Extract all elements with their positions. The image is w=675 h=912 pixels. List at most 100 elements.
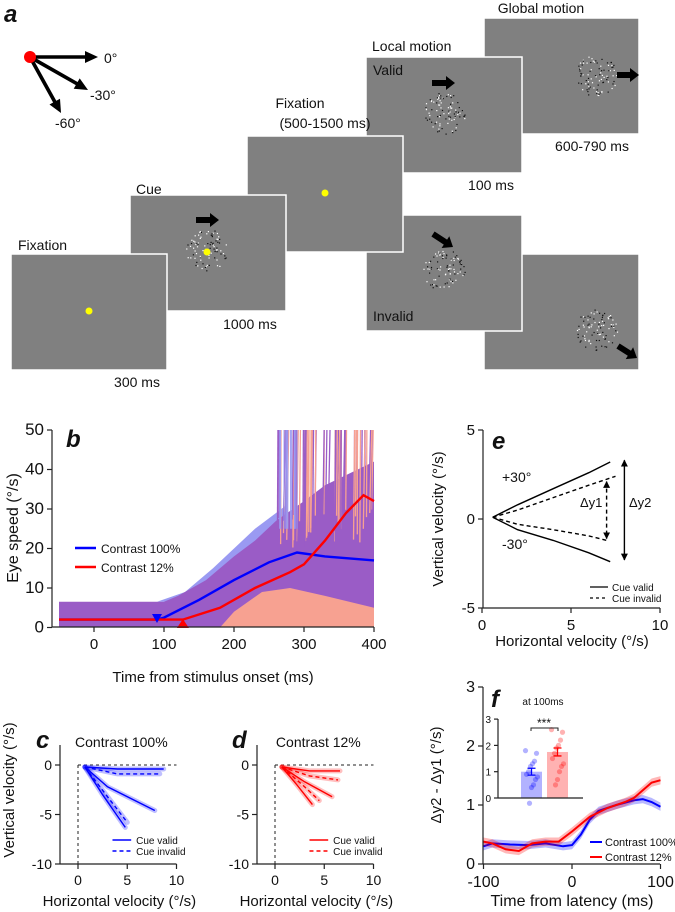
dot <box>216 248 218 251</box>
y-tick-label: -5 <box>40 807 53 823</box>
sem-band <box>483 795 661 851</box>
dot <box>459 116 461 118</box>
significance-label: *** <box>537 716 551 730</box>
dot <box>603 322 605 324</box>
dot <box>452 132 454 134</box>
dot <box>436 97 439 99</box>
dot <box>590 61 592 64</box>
dot <box>459 261 461 263</box>
dot <box>453 259 455 262</box>
random-dot-pattern <box>578 56 618 97</box>
trial-trace <box>336 430 340 527</box>
dot <box>585 83 587 85</box>
y-tick-label: -10 <box>32 856 52 872</box>
dot <box>454 256 456 258</box>
dot <box>459 112 461 114</box>
dot <box>615 323 617 325</box>
dot <box>585 346 587 348</box>
dot <box>449 106 451 108</box>
data-point <box>532 776 539 783</box>
data-point <box>523 771 530 777</box>
trial-trace <box>340 430 342 542</box>
local-motion-title: Local motion <box>372 38 451 54</box>
dot <box>427 266 429 268</box>
dot <box>446 282 448 284</box>
data-point <box>556 769 563 775</box>
dot <box>440 107 442 109</box>
dot <box>432 126 434 128</box>
dot <box>453 257 455 259</box>
dot <box>581 73 583 75</box>
trial-trace <box>362 430 366 529</box>
dot <box>453 95 455 97</box>
x-tick-label: 100 <box>151 636 176 653</box>
data-point <box>549 755 556 762</box>
trial-trace <box>359 430 362 543</box>
dot <box>214 257 216 259</box>
dot <box>613 80 615 83</box>
y-axis-label: Vertical velocity (°/s) <box>1 722 18 857</box>
y-tick-label: 10 <box>25 578 44 597</box>
dot <box>196 243 198 245</box>
dot <box>604 338 607 340</box>
dot <box>455 279 457 281</box>
motion-arrow-icon <box>431 231 453 248</box>
dot <box>195 243 197 246</box>
trial-trace <box>302 430 305 538</box>
annotation-minus30: -30° <box>502 536 528 552</box>
dot <box>214 250 216 253</box>
dot <box>582 89 584 91</box>
trial-trace <box>298 430 302 522</box>
dot <box>607 317 609 319</box>
dot <box>425 108 427 110</box>
dot <box>197 243 199 245</box>
dot <box>610 317 612 319</box>
bar <box>547 751 568 798</box>
x-tick-label: 0 <box>568 874 577 891</box>
dot <box>602 336 604 338</box>
dot <box>588 326 590 328</box>
data-point <box>531 758 538 764</box>
dot <box>464 271 466 273</box>
dot <box>592 60 594 62</box>
dot <box>216 249 218 251</box>
cue-title: Cue <box>136 181 162 197</box>
dot <box>425 117 427 119</box>
dot <box>436 268 438 270</box>
dot <box>457 258 459 260</box>
dot <box>192 254 194 256</box>
error-bar <box>553 747 562 757</box>
dot <box>444 283 446 285</box>
dot <box>431 109 433 111</box>
legend-label: Contrast 100% <box>605 837 675 849</box>
dot <box>433 101 435 103</box>
dot <box>207 243 209 245</box>
dot <box>212 244 214 246</box>
dot <box>442 250 444 253</box>
dot <box>587 83 589 85</box>
dot <box>446 255 448 257</box>
y-tick-label: 0 <box>44 757 52 773</box>
dot <box>199 255 201 257</box>
dot <box>596 62 598 64</box>
dot <box>198 234 200 236</box>
dot <box>436 110 438 112</box>
dot <box>612 75 614 77</box>
dot <box>439 116 441 118</box>
trial-trace <box>276 430 279 530</box>
dot <box>593 313 595 315</box>
dot <box>429 118 431 120</box>
dot <box>583 335 586 337</box>
trials-band-all <box>59 461 374 628</box>
dot <box>598 326 600 328</box>
dot <box>217 241 219 243</box>
dot <box>224 255 226 257</box>
dot <box>194 250 196 252</box>
dot <box>190 242 193 245</box>
dot <box>602 314 604 316</box>
dot <box>580 72 582 75</box>
dot <box>196 261 198 263</box>
dot <box>586 62 588 64</box>
dot <box>586 331 588 333</box>
trace-solid <box>84 766 126 828</box>
